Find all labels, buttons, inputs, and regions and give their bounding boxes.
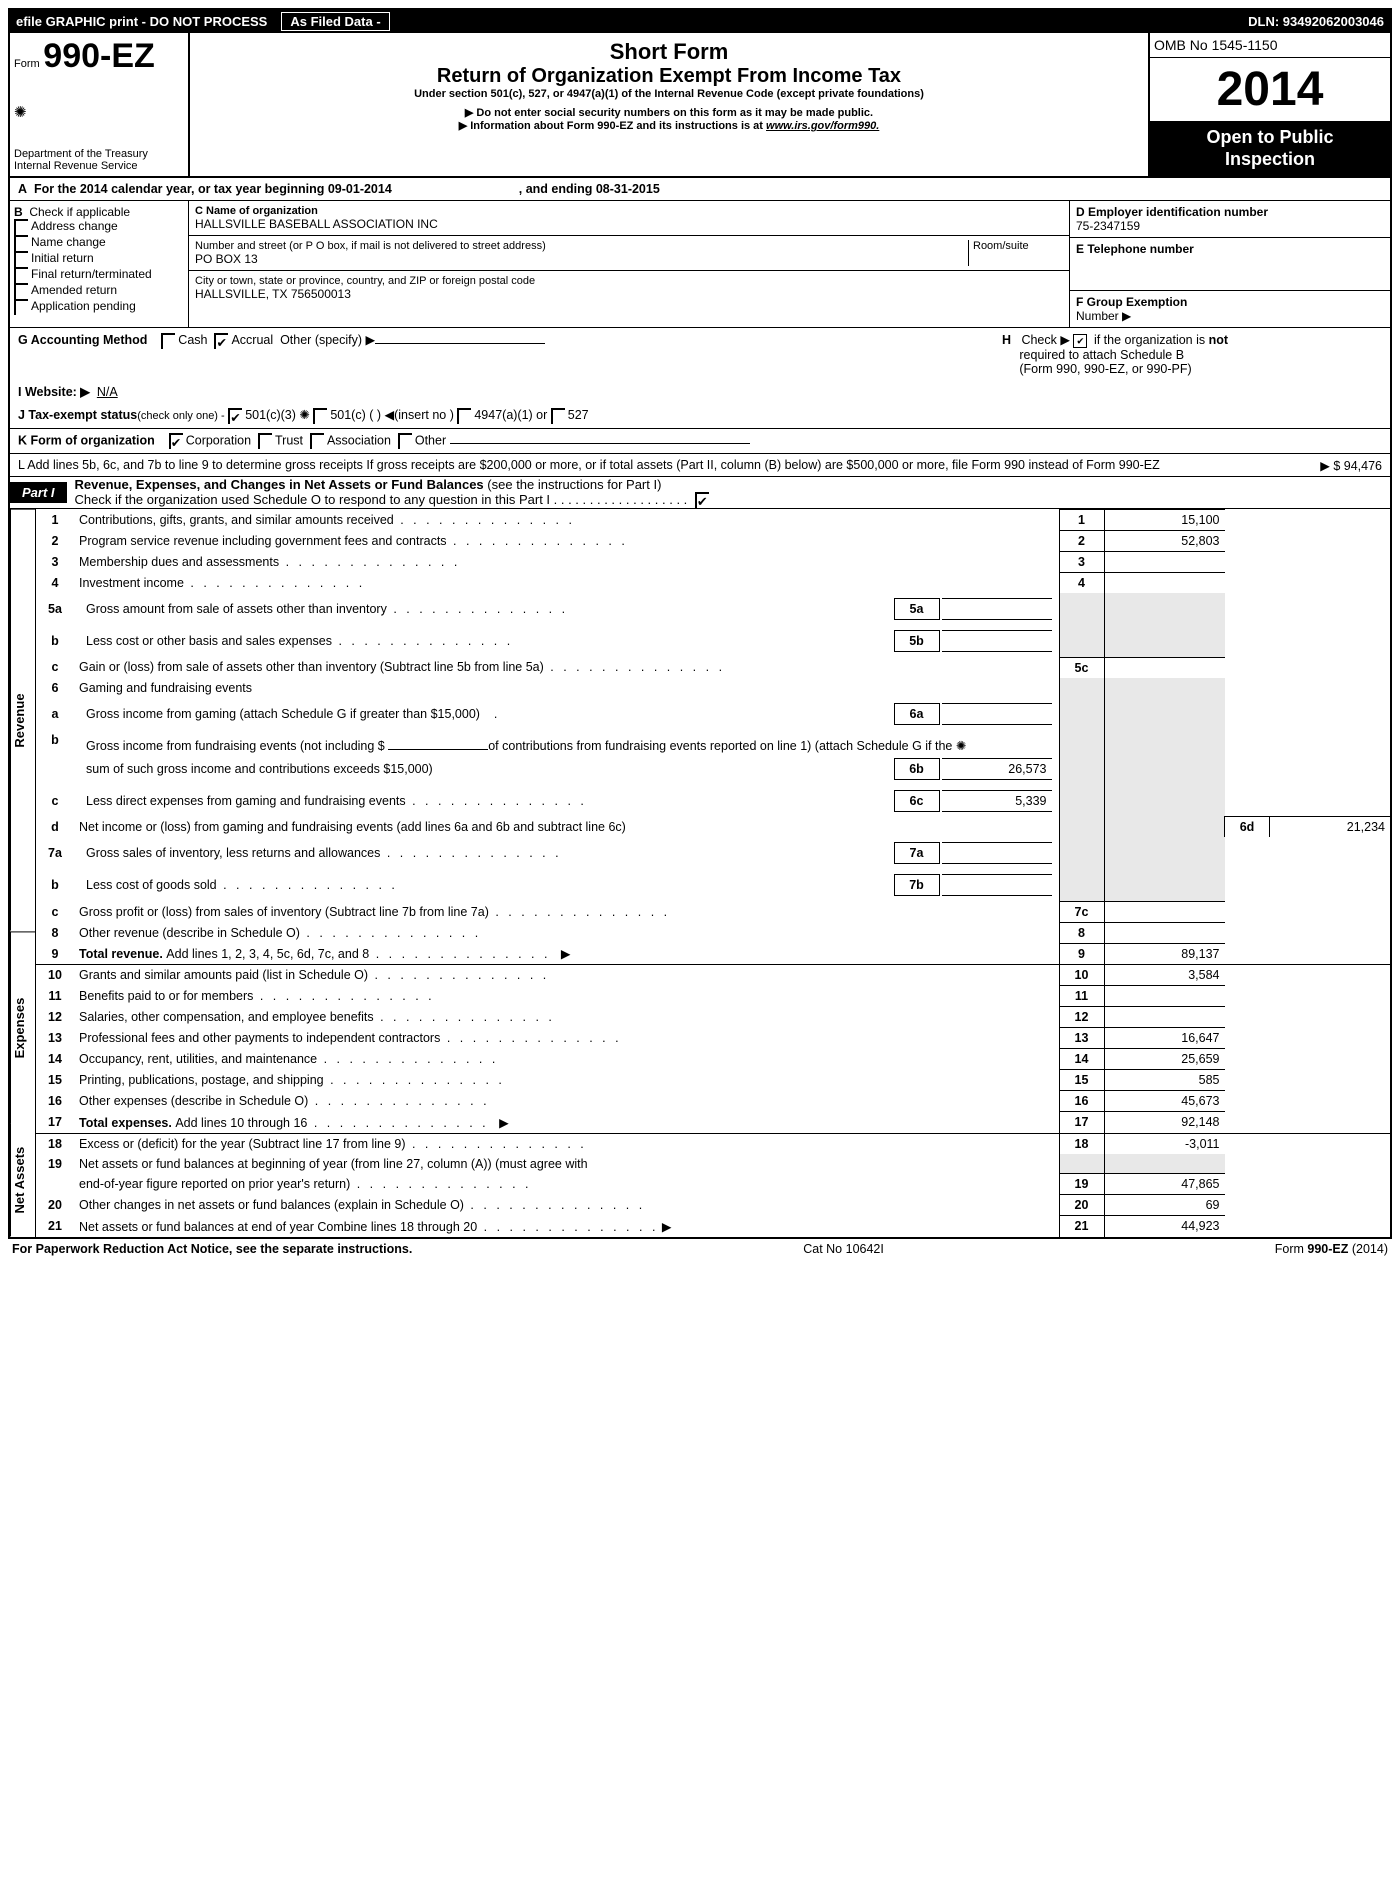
form-number: 990-EZ [43, 37, 155, 75]
footer: For Paperwork Reduction Act Notice, see … [8, 1239, 1392, 1259]
row-16: 16Other expenses (describe in Schedule O… [36, 1091, 1390, 1112]
c-label: C Name of organization [195, 205, 1063, 217]
row-8: 8 Other revenue (describe in Schedule O)… [36, 922, 1390, 943]
row-20: 20Other changes in net assets or fund ba… [36, 1195, 1390, 1216]
title-1: Short Form [200, 39, 1138, 65]
dept-1: Department of the Treasury [14, 148, 184, 160]
header-mid: Short Form Return of Organization Exempt… [190, 33, 1148, 176]
row-15: 15Printing, publications, postage, and s… [36, 1070, 1390, 1091]
room-label: Room/suite [968, 240, 1063, 266]
omb: OMB No 1545-1150 [1150, 33, 1390, 58]
chk-accrual[interactable]: ✔ [214, 333, 228, 349]
line-l: L Add lines 5b, 6c, and 7b to line 9 to … [10, 454, 1390, 476]
section-revenue: Revenue [10, 509, 35, 931]
subtitle: Under section 501(c), 527, or 4947(a)(1)… [200, 88, 1138, 100]
form-word: Form [14, 58, 40, 70]
row-11: 11Benefits paid to or for members11 [36, 986, 1390, 1007]
gross-receipts: ▶ $ 94,476 [1320, 458, 1382, 473]
open-inspection: Open to Public Inspection [1150, 121, 1390, 176]
header-row: Form 990-EZ ✺ Department of the Treasury… [10, 33, 1390, 178]
d-label: D Employer identification number [1076, 205, 1384, 219]
line-i: I Website: ▶ N/A [10, 380, 1390, 403]
chk-name[interactable]: Name change [31, 235, 106, 249]
street: PO BOX 13 [195, 252, 968, 266]
chk-527[interactable] [551, 408, 565, 424]
note-2: ▶ Information about Form 990-EZ and its … [200, 119, 1138, 132]
footer-mid: Cat No 10642I [803, 1242, 884, 1256]
row-21: 21Net assets or fund balances at end of … [36, 1216, 1390, 1237]
chk-sched-o[interactable]: ✔ [695, 492, 709, 508]
col-b: B Check if applicable Address change Nam… [10, 201, 189, 327]
row-18: 18Excess or (deficit) for the year (Subt… [36, 1133, 1390, 1154]
chk-4947[interactable] [457, 408, 471, 424]
row-2: 2 Program service revenue including gove… [36, 531, 1390, 552]
website: N/A [97, 385, 118, 399]
col-c: C Name of organization HALLSVILLE BASEBA… [189, 201, 1069, 327]
header-right: OMB No 1545-1150 2014 Open to Public Ins… [1148, 33, 1390, 176]
org-name: HALLSVILLE BASEBALL ASSOCIATION INC [195, 217, 1063, 231]
chk-cash[interactable] [161, 333, 175, 349]
topbar-dln: DLN: 93492062003046 [1248, 14, 1384, 29]
fin-table: 1 Contributions, gifts, grants, and simi… [36, 509, 1390, 1237]
title-2: Return of Organization Exempt From Incom… [200, 65, 1138, 88]
dept-2: Internal Revenue Service [14, 160, 184, 172]
row-17: 17Total expenses. Add lines 10 through 1… [36, 1112, 1390, 1134]
section-net-assets: Net Assets [10, 1123, 35, 1236]
chk-sched-b[interactable]: ✔ [1073, 334, 1087, 348]
line-j: J Tax-exempt status(check only one) - ✔5… [10, 403, 1390, 429]
row-1: 1 Contributions, gifts, grants, and simi… [36, 510, 1390, 531]
tax-year: 2014 [1150, 58, 1390, 121]
chk-final[interactable]: Final return/terminated [31, 267, 152, 281]
header-left: Form 990-EZ ✺ Department of the Treasury… [10, 33, 190, 176]
city: HALLSVILLE, TX 756500013 [195, 287, 1063, 301]
chk-initial[interactable]: Initial return [31, 251, 94, 265]
section-expenses: Expenses [10, 931, 35, 1123]
financial-grid: Revenue Expenses Net Assets 1 Contributi… [10, 509, 1390, 1237]
row-4: 4 Investment income 4 [36, 573, 1390, 594]
chk-other-org[interactable] [398, 433, 412, 449]
row-9: 9 Total revenue. Add lines 1, 2, 3, 4, 5… [36, 943, 1390, 965]
chk-501c3[interactable]: ✔ [228, 408, 242, 424]
row-14: 14Occupancy, rent, utilities, and mainte… [36, 1049, 1390, 1070]
part-i-header: Part I Revenue, Expenses, and Changes in… [10, 476, 1390, 510]
row-6: 6 Gaming and fundraising events [36, 678, 1390, 698]
f-label: F Group Exemption [1076, 295, 1187, 309]
chk-corp[interactable]: ✔ [169, 433, 183, 449]
row-12: 12Salaries, other compensation, and empl… [36, 1007, 1390, 1028]
chk-trust[interactable] [258, 433, 272, 449]
topbar-mid: As Filed Data - [281, 12, 389, 31]
note-1: ▶ Do not enter social security numbers o… [200, 106, 1138, 119]
footer-right: Form 990-EZ (2014) [1275, 1242, 1388, 1256]
topbar-left: efile GRAPHIC print - DO NOT PROCESS [16, 14, 267, 29]
chk-501c[interactable] [313, 408, 327, 424]
chk-assoc[interactable] [310, 433, 324, 449]
row-5a: 5a Gross amount from sale of assets othe… [36, 593, 1390, 625]
section-b-f: B Check if applicable Address change Nam… [10, 201, 1390, 328]
chk-amended[interactable]: Amended return [31, 283, 117, 297]
row-3: 3 Membership dues and assessments 3 [36, 552, 1390, 573]
row-19b: end-of-year figure reported on prior yea… [36, 1174, 1390, 1195]
city-label: City or town, state or province, country… [195, 275, 1063, 287]
line-k: K Form of organization ✔Corporation Trus… [10, 429, 1390, 454]
part-i-tab: Part I [10, 482, 67, 503]
footer-left: For Paperwork Reduction Act Notice, see … [12, 1242, 412, 1256]
chk-address[interactable]: Address change [31, 219, 118, 233]
top-bar: efile GRAPHIC print - DO NOT PROCESS As … [10, 10, 1390, 33]
street-label: Number and street (or P O box, if mail i… [195, 240, 968, 252]
ein: 75-2347159 [1076, 219, 1384, 233]
line-a: A For the 2014 calendar year, or tax yea… [10, 178, 1390, 201]
line-g-h: G Accounting Method Cash ✔Accrual Other … [10, 328, 1390, 380]
e-label: E Telephone number [1076, 242, 1384, 256]
row-19: 19 Net assets or fund balances at beginn… [36, 1154, 1390, 1174]
f-label2: Number ▶ [1076, 309, 1131, 323]
row-13: 13Professional fees and other payments t… [36, 1028, 1390, 1049]
form-container: efile GRAPHIC print - DO NOT PROCESS As … [8, 8, 1392, 1239]
row-10: 10Grants and similar amounts paid (list … [36, 965, 1390, 986]
irs-link[interactable]: www.irs.gov/form990. [766, 120, 879, 132]
row-7c: c Gross profit or (loss) from sales of i… [36, 901, 1390, 922]
row-5c: c Gain or (loss) from sale of assets oth… [36, 657, 1390, 678]
col-def: D Employer identification number 75-2347… [1069, 201, 1390, 327]
row-7a: 7a Gross sales of inventory, less return… [36, 837, 1390, 869]
chk-pending[interactable]: Application pending [31, 299, 136, 313]
